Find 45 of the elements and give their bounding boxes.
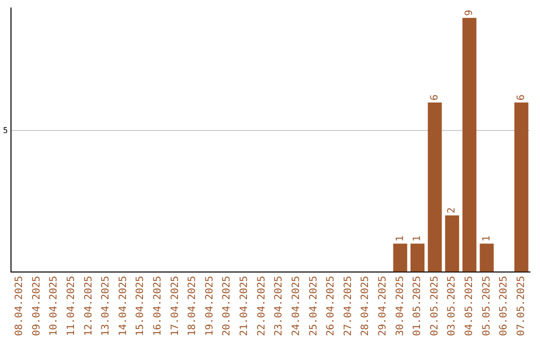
x-tick-label: 10.04.2025 xyxy=(48,276,60,336)
bar xyxy=(393,244,408,272)
bar xyxy=(445,215,460,272)
data-label: 1 xyxy=(394,236,406,242)
x-tick-label: 25.04.2025 xyxy=(308,276,320,336)
x-tick-label: 18.04.2025 xyxy=(187,276,198,336)
x-tick-label: 06.05.2025 xyxy=(498,276,510,336)
x-tick-label: 12.04.2025 xyxy=(83,276,94,336)
y-tick-label: 5 xyxy=(2,126,8,135)
x-tick-label: 28.04.2025 xyxy=(360,276,372,336)
x-tick-label: 15.04.2025 xyxy=(135,276,146,336)
data-label: 6 xyxy=(516,94,527,101)
x-tick-label: 04.05.2025 xyxy=(464,276,476,336)
x-tick-label: 11.04.2025 xyxy=(66,276,77,336)
bar xyxy=(428,102,442,272)
x-tick-label: 24.04.2025 xyxy=(290,276,302,336)
x-tick-label: 19.04.2025 xyxy=(204,276,216,336)
x-tick-label: 14.04.2025 xyxy=(118,276,129,336)
data-label: 9 xyxy=(464,10,476,16)
x-tick-label: 09.04.2025 xyxy=(31,276,42,336)
x-tick-label: 27.04.2025 xyxy=(342,276,354,336)
x-tick-label: 08.04.2025 xyxy=(14,276,26,336)
data-label: 1 xyxy=(481,236,492,242)
data-label: 6 xyxy=(429,94,440,101)
x-tick-label: 20.04.2025 xyxy=(222,276,233,336)
x-tick-label: 23.04.2025 xyxy=(274,276,285,336)
bar xyxy=(514,102,528,272)
bar xyxy=(410,244,424,272)
x-tick-label: 22.04.2025 xyxy=(256,276,268,336)
x-tick-label: 07.05.2025 xyxy=(516,276,527,336)
data-label: 2 xyxy=(446,207,458,214)
x-tick-label: 01.05.2025 xyxy=(412,276,424,336)
x-tick-label: 05.05.2025 xyxy=(481,276,492,336)
bar xyxy=(480,244,494,272)
x-tick-label: 03.05.2025 xyxy=(446,276,458,336)
x-tick-label: 21.04.2025 xyxy=(239,276,250,336)
x-tick-label: 26.04.2025 xyxy=(326,276,337,336)
x-tick-label: 02.05.2025 xyxy=(429,276,440,336)
data-label: 1 xyxy=(412,236,424,242)
bar xyxy=(462,18,476,272)
x-tick-label: 30.04.2025 xyxy=(394,276,406,336)
x-tick-label: 16.04.2025 xyxy=(152,276,164,336)
x-tick-label: 17.04.2025 xyxy=(170,276,181,336)
x-tick-label: 29.04.2025 xyxy=(377,276,388,336)
x-tick-label: 13.04.2025 xyxy=(100,276,112,336)
